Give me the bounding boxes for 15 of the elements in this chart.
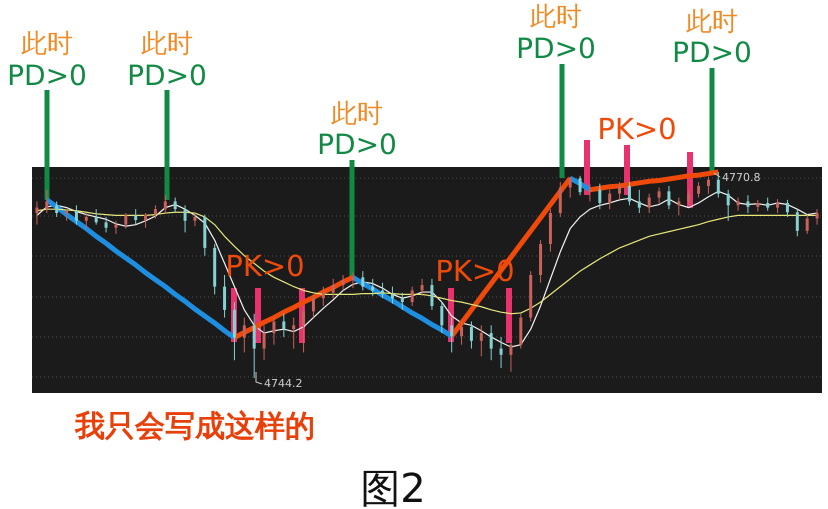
text: PD>0 [127,59,207,92]
annotation: 4744.2 [264,377,302,390]
text: PD>0 [516,32,596,65]
caption: 图2 [360,466,426,509]
text: 我只会写成这样的 [74,409,315,444]
text: 此时 [21,29,73,59]
text: 此时 [530,2,582,32]
text: 此时 [331,99,383,129]
text: PD>0 [7,59,87,92]
text: PK>0 [597,112,677,146]
text: PD>0 [672,36,752,69]
text: 此时 [686,7,738,37]
text: PD>0 [317,128,397,161]
annotation: 4770.8 [722,171,760,184]
text: 此时 [141,29,193,59]
